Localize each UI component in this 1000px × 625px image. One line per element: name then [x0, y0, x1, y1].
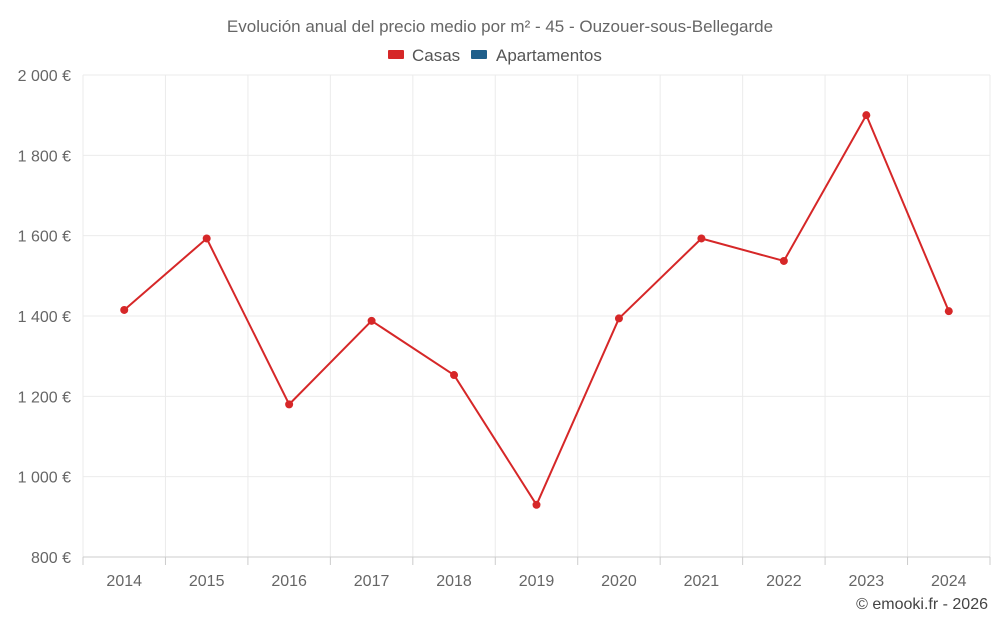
x-axis-ticks: 2014 2015 2016 2017 2018 2019 2020 2021 2022 2023… [106, 573, 966, 590]
legend-swatch-casas[interactable] [388, 50, 404, 59]
y-tick-label: 1 800 € [18, 148, 71, 165]
x-tick-label: 2016 [271, 573, 307, 590]
x-tick-label: 2014 [106, 573, 142, 590]
y-tick-label: 1 400 € [18, 309, 71, 326]
y-tick-label: 1 600 € [18, 229, 71, 246]
data-point-2018[interactable] [450, 371, 459, 380]
y-tick-label: 1 000 € [18, 470, 71, 487]
x-tick-label: 2022 [766, 573, 802, 590]
data-point-2020[interactable] [614, 314, 623, 323]
data-point-2019[interactable] [532, 500, 541, 509]
x-tick-label: 2015 [189, 573, 225, 590]
series-casas [120, 111, 953, 509]
y-tick-label: 800 € [31, 550, 71, 567]
legend-label-apartamentos[interactable]: Apartamentos [496, 46, 602, 65]
y-tick-label: 2 000 € [18, 68, 71, 85]
y-axis-ticks: 800 € 1 000 € 1 200 € 1 400 € 1 600 € 1 800 €… [18, 68, 71, 567]
data-point-2016[interactable] [285, 400, 294, 409]
x-tick-label: 2023 [849, 573, 885, 590]
data-point-2014[interactable] [120, 305, 129, 314]
legend-swatch-apartamentos[interactable] [471, 50, 487, 59]
legend-label-casas[interactable]: Casas [412, 46, 460, 65]
chart-title: Evolución anual del precio medio por m² … [227, 17, 773, 36]
x-tick-label: 2018 [436, 573, 472, 590]
y-tick-label: 1 200 € [18, 389, 71, 406]
data-point-2015[interactable] [202, 234, 211, 243]
data-point-2021[interactable] [697, 234, 706, 243]
data-point-2022[interactable] [779, 256, 788, 265]
x-tick-label: 2021 [684, 573, 720, 590]
gridlines [82, 74, 991, 565]
x-tick-label: 2017 [354, 573, 390, 590]
legend[interactable]: Casas Apartamentos [388, 46, 602, 65]
data-point-2024[interactable] [944, 307, 953, 316]
x-tick-label: 2019 [519, 573, 555, 590]
data-point-2023[interactable] [862, 111, 871, 120]
x-tick-label: 2020 [601, 573, 637, 590]
x-tick-label: 2024 [931, 573, 967, 590]
credit-text: © emooki.fr - 2026 [856, 596, 988, 613]
data-point-2017[interactable] [367, 316, 376, 325]
